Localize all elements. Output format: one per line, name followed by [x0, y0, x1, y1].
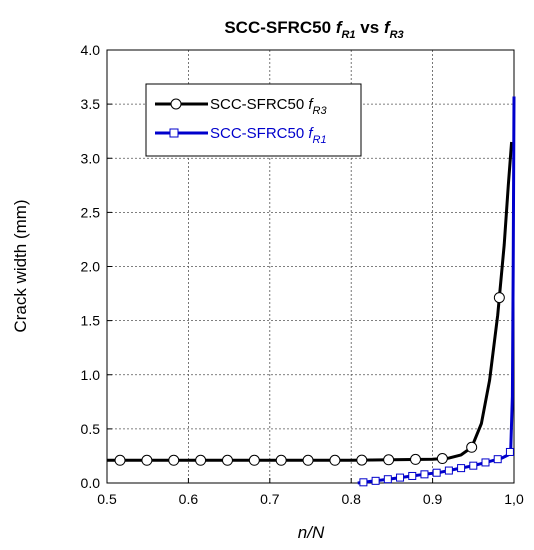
chart-title: SCC-SFRC50 fR1 vs fR3: [224, 18, 403, 41]
legend-label-fr1: SCC-SFRC50 fR1: [210, 125, 327, 146]
data-point-r3: [410, 453, 422, 465]
y-tick-label: 2.0: [81, 259, 101, 275]
x-tick-label: 0.9: [423, 491, 443, 507]
data-point-r1: [371, 476, 380, 485]
x-tick-label: 0.7: [260, 491, 280, 507]
data-point-r1: [505, 447, 514, 456]
data-point-r3: [141, 454, 153, 466]
legend-box: [145, 83, 362, 157]
x-axis-ticks: 0.5 0.6 0.7 0.8 0.9 1,0: [97, 478, 524, 507]
x-tick-label: 0.8: [341, 491, 361, 507]
y-tick-label: 1.0: [81, 367, 101, 383]
data-point-r3: [356, 454, 368, 466]
x-tick-label: 1,0: [504, 491, 524, 507]
data-point-r3: [493, 292, 505, 304]
data-point-r3: [195, 454, 207, 466]
series-line-r3: [107, 141, 514, 462]
series-r1: [357, 96, 516, 487]
y-axis-label: Crack width (mm): [11, 199, 30, 332]
data-point-r1: [469, 461, 478, 470]
data-point-r1: [359, 478, 368, 487]
data-point-r3: [114, 454, 126, 466]
y-tick-label: 2.5: [81, 204, 101, 220]
x-tick-label: 0.5: [97, 491, 117, 507]
x-axis-label: n/N: [298, 523, 325, 542]
data-point-r3: [329, 454, 341, 466]
y-axis-ticks: 0.0 0.5 1.0 1.5 2.0 2.5 3.0 3.5 4.0: [81, 42, 112, 491]
legend-label-fr3: SCC-SFRC50 fR3: [210, 96, 327, 117]
data-point-r1: [481, 458, 490, 467]
data-point-r1: [420, 470, 429, 479]
y-tick-label: 4.0: [81, 42, 101, 58]
data-point-r1: [444, 466, 453, 475]
data-point-r3: [466, 441, 478, 453]
data-point-r1: [432, 468, 441, 477]
x-tick-label: 0.6: [179, 491, 199, 507]
data-point-r3: [275, 454, 287, 466]
data-point-r3: [221, 454, 233, 466]
data-point-r3: [383, 454, 395, 466]
data-point-r1: [396, 473, 405, 482]
data-point-r3: [302, 454, 314, 466]
data-point-r1: [493, 455, 502, 464]
data-point-r1: [457, 464, 466, 473]
series-layer: [107, 96, 516, 487]
data-point-r3: [168, 454, 180, 466]
y-tick-label: 3.0: [81, 150, 101, 166]
legend-marker-fr1: [169, 128, 179, 138]
y-tick-label: 0.0: [81, 475, 101, 491]
data-point-r3: [248, 454, 260, 466]
series-line-r1: [357, 96, 516, 485]
series-r3: [107, 141, 514, 466]
data-point-r1: [383, 475, 392, 484]
y-tick-label: 0.5: [81, 421, 101, 437]
data-point-r1: [408, 471, 417, 480]
y-tick-label: 3.5: [81, 96, 101, 112]
data-point-r3: [436, 453, 448, 465]
legend-marker-fr3: [170, 98, 182, 110]
y-tick-label: 1.5: [81, 313, 101, 329]
legend: SCC-SFRC50 fR3 SCC-SFRC50 fR1: [145, 83, 362, 157]
